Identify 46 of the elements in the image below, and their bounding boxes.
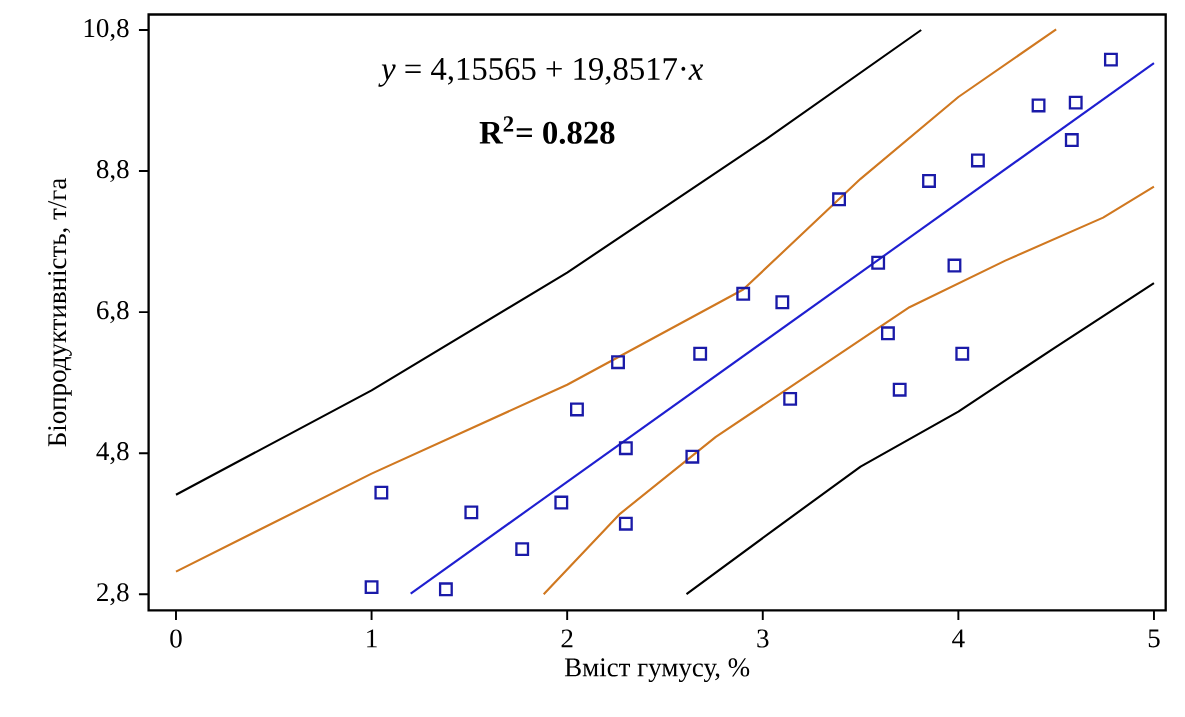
- line-series: [542, 185, 1156, 596]
- point: [922, 174, 936, 189]
- point: [970, 153, 985, 168]
- x-tick-label: 0: [170, 629, 182, 648]
- annotation: y = 4,15565 + 19,8517·x: [378, 58, 704, 87]
- y-tick-label: 2,8: [97, 583, 129, 606]
- x-tick-label: 5: [1148, 629, 1160, 648]
- point: [955, 346, 970, 361]
- point: [832, 192, 847, 207]
- point: [1103, 52, 1118, 67]
- point: [775, 295, 790, 310]
- point: [880, 326, 895, 341]
- point: [374, 485, 389, 500]
- x-tick-label: 3: [757, 629, 769, 648]
- point: [611, 355, 625, 370]
- point: [1064, 133, 1079, 148]
- y-tick-label: 4,8: [96, 442, 129, 465]
- point: [618, 441, 633, 456]
- line-series: [685, 282, 1156, 596]
- point: [464, 505, 479, 520]
- point: [947, 258, 962, 273]
- point: [783, 392, 798, 406]
- point: [693, 346, 708, 361]
- point: [364, 580, 379, 595]
- point: [736, 286, 751, 301]
- y-tick-label: 10,8: [84, 19, 129, 42]
- point: [1068, 95, 1083, 110]
- point: [1031, 98, 1046, 113]
- point: [871, 255, 886, 270]
- x-tick-label: 2: [561, 629, 573, 648]
- line-series: [174, 28, 1058, 573]
- point: [515, 542, 530, 557]
- annotation: R$^{2}$= 0.828: [479, 116, 615, 145]
- line-series: [174, 29, 923, 496]
- point: [618, 516, 633, 531]
- point: [438, 582, 453, 597]
- point: [554, 495, 569, 510]
- point: [892, 382, 907, 397]
- y-tick-label: 6,8: [97, 301, 129, 324]
- x-tick-label: 4: [952, 629, 965, 648]
- x-tick-label: 1: [367, 629, 377, 648]
- point: [570, 402, 584, 417]
- x-axis-title: Вміст гумусу, %: [564, 658, 750, 683]
- y-axis-title: Біопродуктивність, т/га: [48, 178, 72, 447]
- y-tick-label: 8,8: [96, 160, 129, 183]
- point: [685, 449, 700, 464]
